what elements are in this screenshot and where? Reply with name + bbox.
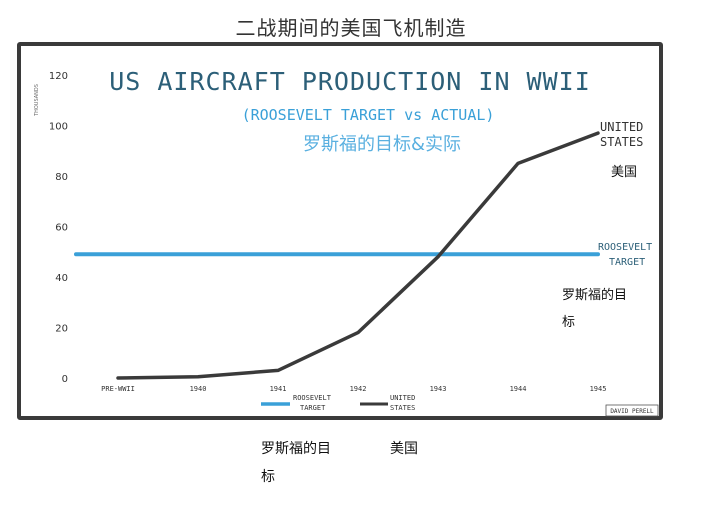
- x-tick-label: 1942: [350, 385, 367, 393]
- x-tick-label: 1943: [430, 385, 447, 393]
- y-tick-label: 120: [49, 71, 68, 82]
- target-end-label-cn-line1: 罗斯福的目: [562, 287, 627, 303]
- y-tick-label: 0: [62, 374, 68, 385]
- legend-us-line1: UNITED: [390, 394, 415, 402]
- x-ticks: PRE-WWII 1940 1941 1942 1943 1944 1945: [101, 385, 606, 393]
- chart-board: [17, 42, 663, 420]
- y-tick-label: 100: [49, 122, 68, 133]
- target-end-label-line2: TARGET: [609, 257, 645, 268]
- y-tick-label: 80: [55, 172, 68, 183]
- legend-target-line2: TARGET: [300, 404, 326, 412]
- y-ticks: 0 20 40 60 80 100 120: [49, 71, 68, 385]
- y-axis-label: THOUSANDS: [34, 84, 40, 117]
- below-us-label: 美国: [390, 441, 418, 457]
- target-end-label-line1: ROOSEVELT: [598, 242, 652, 253]
- credit-text: DAVID PERELL: [610, 408, 654, 415]
- x-tick-label: 1941: [270, 385, 287, 393]
- chart-subtitle: (ROOSEVELT TARGET vs ACTUAL): [242, 106, 495, 124]
- legend-target-line1: ROOSEVELT: [293, 394, 332, 402]
- target-end-label-cn-line2: 标: [562, 315, 575, 330]
- x-tick-label: PRE-WWII: [101, 385, 135, 393]
- x-tick-label: 1944: [510, 385, 527, 393]
- y-tick-label: 20: [55, 324, 68, 335]
- x-tick-label: 1940: [190, 385, 207, 393]
- series-lines: [74, 131, 600, 380]
- below-target-line2: 标: [261, 469, 275, 485]
- us-end-label-line1: UNITED: [600, 120, 643, 134]
- chart-subtitle-cn: 罗斯福的目标&实际: [303, 134, 461, 155]
- credit-box: [605, 404, 659, 417]
- x-tick-label: 1945: [590, 385, 607, 393]
- below-target-line1: 罗斯福的目: [261, 441, 331, 457]
- y-tick-label: 60: [55, 223, 68, 234]
- below-target-label: 罗斯福的目 标: [261, 435, 331, 491]
- us-end-label-line2: STATES: [600, 135, 643, 149]
- us-end-label-cn: 美国: [611, 165, 637, 180]
- y-tick-label: 40: [55, 273, 68, 284]
- page-title: 二战期间的美国飞机制造: [235, 16, 467, 40]
- legend-us-line2: STATES: [390, 404, 415, 412]
- chart-title: US AIRCRAFT PRODUCTION IN WWII: [109, 67, 591, 96]
